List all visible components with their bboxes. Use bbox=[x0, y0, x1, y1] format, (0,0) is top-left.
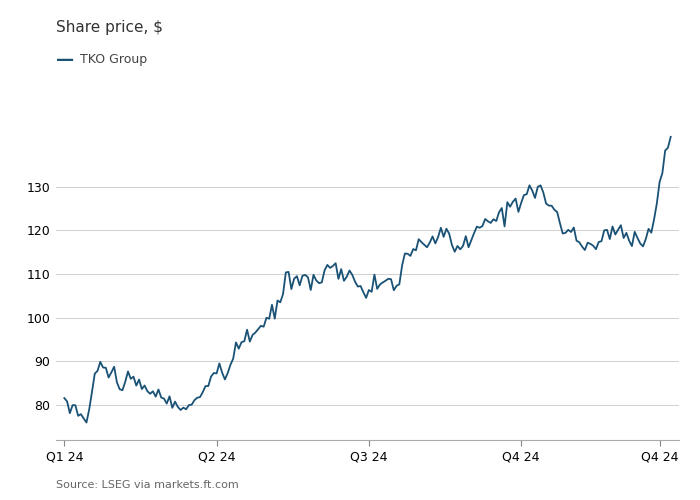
Text: TKO Group: TKO Group bbox=[80, 54, 148, 66]
Text: —: — bbox=[56, 51, 74, 69]
Text: Share price, $: Share price, $ bbox=[56, 20, 163, 35]
Text: Source: LSEG via markets.ft.com: Source: LSEG via markets.ft.com bbox=[56, 480, 239, 490]
